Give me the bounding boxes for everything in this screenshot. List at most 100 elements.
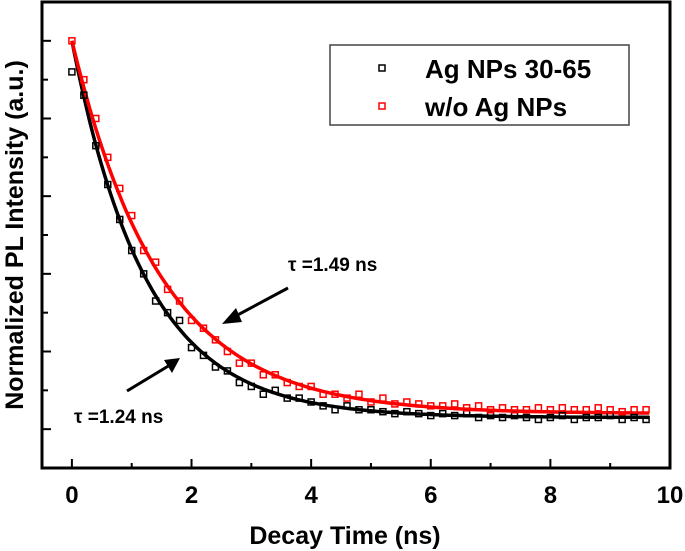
data-point-ag-nps bbox=[283, 394, 291, 402]
x-tick-label: 4 bbox=[304, 482, 318, 509]
data-point-ag-nps bbox=[594, 413, 602, 422]
legend-label-wo-ag-nps: w/o Ag NPs bbox=[424, 92, 567, 122]
data-point-ag-nps bbox=[104, 180, 112, 189]
data-point-wo-ag-nps bbox=[450, 400, 459, 408]
data-point-wo-ag-nps bbox=[427, 402, 435, 410]
data-point-wo-ag-nps bbox=[295, 382, 303, 391]
data-point-ag-nps bbox=[618, 415, 626, 424]
data-point-ag-nps bbox=[403, 407, 411, 416]
data-point-ag-nps bbox=[127, 246, 136, 255]
data-point-wo-ag-nps bbox=[223, 347, 232, 356]
data-point-wo-ag-nps bbox=[618, 407, 626, 416]
annotation-tau-149: τ =1.49 ns bbox=[288, 255, 377, 276]
annotation-tau-124: τ =1.24 ns bbox=[74, 407, 163, 428]
data-points bbox=[68, 37, 650, 424]
data-point-wo-ag-nps bbox=[271, 371, 280, 379]
data-point-wo-ag-nps bbox=[642, 406, 650, 414]
data-point-wo-ag-nps bbox=[259, 371, 268, 379]
data-point-ag-nps bbox=[331, 406, 339, 414]
data-point-wo-ag-nps bbox=[175, 297, 184, 305]
data-point-ag-nps bbox=[427, 411, 435, 420]
data-point-ag-nps bbox=[582, 413, 591, 422]
legend-marker-wo-ag-nps bbox=[378, 102, 386, 110]
data-point-wo-ag-nps bbox=[247, 359, 256, 367]
data-point-wo-ag-nps bbox=[367, 398, 375, 406]
data-point-ag-nps bbox=[187, 343, 196, 352]
data-point-ag-nps bbox=[175, 316, 184, 325]
data-point-wo-ag-nps bbox=[92, 114, 100, 123]
data-point-wo-ag-nps bbox=[151, 258, 160, 266]
data-point-ag-nps bbox=[522, 413, 531, 422]
x-tick-label: 0 bbox=[65, 482, 78, 509]
data-point-wo-ag-nps bbox=[379, 394, 387, 402]
data-point-wo-ag-nps bbox=[68, 37, 76, 45]
data-point-ag-nps bbox=[151, 297, 160, 305]
data-point-ag-nps bbox=[546, 413, 555, 422]
data-point-ag-nps bbox=[235, 378, 244, 387]
data-point-wo-ag-nps bbox=[486, 406, 495, 414]
data-point-wo-ag-nps bbox=[211, 336, 220, 344]
data-point-ag-nps bbox=[450, 411, 459, 420]
data-point-ag-nps bbox=[211, 363, 220, 371]
data-point-wo-ag-nps bbox=[462, 404, 471, 412]
legend-marker-ag-nps bbox=[378, 64, 386, 72]
data-point-wo-ag-nps bbox=[570, 406, 579, 414]
data-point-wo-ag-nps bbox=[199, 324, 208, 332]
data-point-ag-nps bbox=[558, 411, 567, 420]
data-point-ag-nps bbox=[116, 215, 124, 224]
data-point-ag-nps bbox=[307, 398, 315, 406]
data-point-wo-ag-nps bbox=[438, 402, 447, 410]
data-point-wo-ag-nps bbox=[343, 394, 351, 402]
data-point-wo-ag-nps bbox=[331, 390, 339, 398]
data-point-ag-nps bbox=[534, 415, 543, 424]
data-point-ag-nps bbox=[642, 415, 650, 424]
data-point-ag-nps bbox=[223, 367, 232, 375]
legend-box bbox=[329, 44, 630, 126]
legend-label-ag-nps: Ag NPs 30-65 bbox=[425, 54, 591, 84]
data-point-ag-nps bbox=[259, 390, 268, 398]
data-point-ag-nps bbox=[139, 270, 148, 278]
data-point-ag-nps bbox=[355, 406, 363, 414]
x-tick-label: 8 bbox=[544, 482, 557, 509]
data-point-ag-nps bbox=[68, 68, 76, 76]
data-point-ag-nps bbox=[498, 413, 507, 422]
data-point-wo-ag-nps bbox=[187, 316, 196, 325]
data-point-wo-ag-nps bbox=[546, 406, 555, 414]
data-point-ag-nps bbox=[247, 382, 256, 391]
data-point-ag-nps bbox=[271, 386, 280, 395]
arrow-tau-149 bbox=[222, 286, 289, 324]
data-point-wo-ag-nps bbox=[319, 390, 327, 398]
arrow-tau-124 bbox=[126, 358, 180, 393]
data-point-wo-ag-nps bbox=[80, 75, 88, 84]
data-point-wo-ag-nps bbox=[498, 404, 507, 412]
data-point-wo-ag-nps bbox=[510, 406, 519, 414]
data-point-wo-ag-nps bbox=[235, 359, 244, 367]
data-point-ag-nps bbox=[343, 402, 351, 410]
data-point-wo-ag-nps bbox=[474, 402, 483, 410]
legend: Ag NPs 30-65 w/o Ag NPs bbox=[329, 44, 630, 126]
data-point-ag-nps bbox=[379, 407, 387, 416]
data-point-wo-ag-nps bbox=[582, 406, 591, 414]
data-point-wo-ag-nps bbox=[534, 404, 543, 412]
data-point-wo-ag-nps bbox=[116, 184, 124, 193]
data-point-wo-ag-nps bbox=[355, 390, 363, 398]
data-point-wo-ag-nps bbox=[522, 406, 531, 414]
data-point-wo-ag-nps bbox=[163, 285, 172, 294]
data-point-ag-nps bbox=[199, 351, 208, 360]
data-point-ag-nps bbox=[391, 409, 399, 418]
data-point-wo-ag-nps bbox=[283, 378, 291, 387]
data-point-ag-nps bbox=[80, 91, 88, 99]
data-point-wo-ag-nps bbox=[104, 153, 112, 162]
data-point-ag-nps bbox=[367, 406, 375, 414]
x-axis-label: Decay Time (ns) bbox=[249, 522, 440, 550]
x-tick-label: 2 bbox=[185, 482, 198, 509]
data-point-ag-nps bbox=[92, 141, 100, 150]
x-tick-labels: 0 2 4 6 8 10 bbox=[65, 482, 683, 509]
data-point-wo-ag-nps bbox=[127, 211, 136, 220]
data-point-ag-nps bbox=[163, 308, 172, 317]
data-point-wo-ag-nps bbox=[606, 406, 614, 414]
data-point-wo-ag-nps bbox=[558, 404, 567, 412]
data-point-wo-ag-nps bbox=[630, 406, 638, 414]
x-tick-label: 10 bbox=[657, 482, 684, 509]
